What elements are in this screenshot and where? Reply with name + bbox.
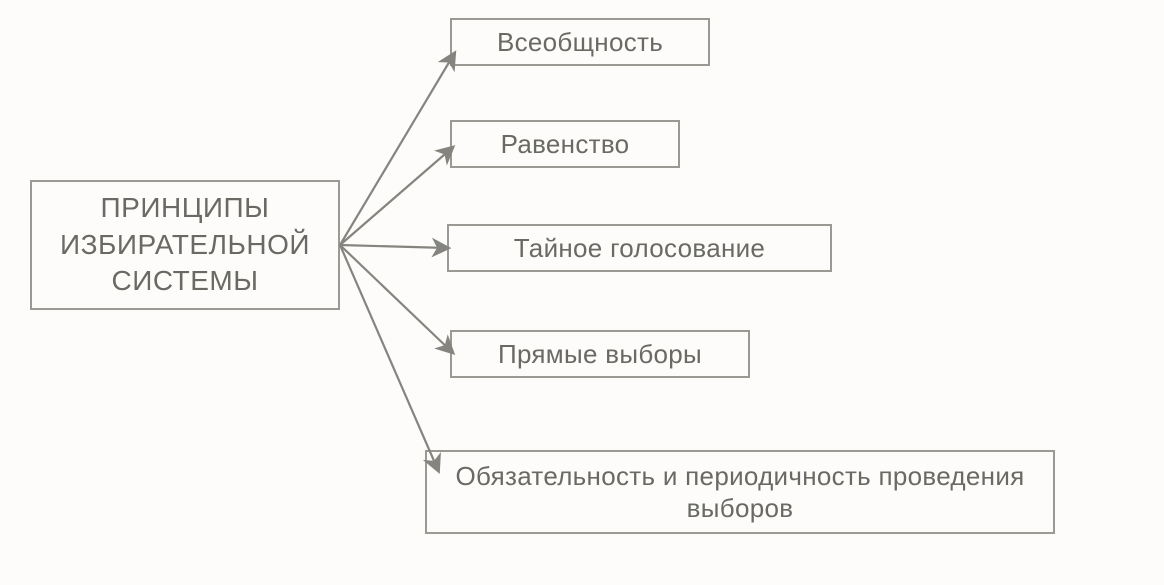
arrow-4 xyxy=(340,245,438,470)
arrow-1 xyxy=(340,148,452,245)
arrow-0 xyxy=(340,54,454,245)
target-label: Обязательность и периодичность проведени… xyxy=(445,460,1035,525)
arrow-2 xyxy=(340,245,447,248)
target-node-1: Равенство xyxy=(450,120,680,168)
target-label: Всеобщность xyxy=(497,26,663,59)
arrow-group xyxy=(340,54,454,470)
source-label: ПРИНЦИПЫ ИЗБИРАТЕЛЬНОЙ СИСТЕМЫ xyxy=(50,190,320,299)
target-node-0: Всеобщность xyxy=(450,18,710,66)
target-label: Тайное голосование xyxy=(514,232,765,265)
target-label: Равенство xyxy=(501,128,630,161)
arrow-3 xyxy=(340,245,452,352)
target-label: Прямые выборы xyxy=(498,338,702,371)
target-node-2: Тайное голосование xyxy=(447,224,832,272)
target-node-4: Обязательность и периодичность проведени… xyxy=(425,450,1055,534)
target-node-3: Прямые выборы xyxy=(450,330,750,378)
source-node: ПРИНЦИПЫ ИЗБИРАТЕЛЬНОЙ СИСТЕМЫ xyxy=(30,180,340,310)
